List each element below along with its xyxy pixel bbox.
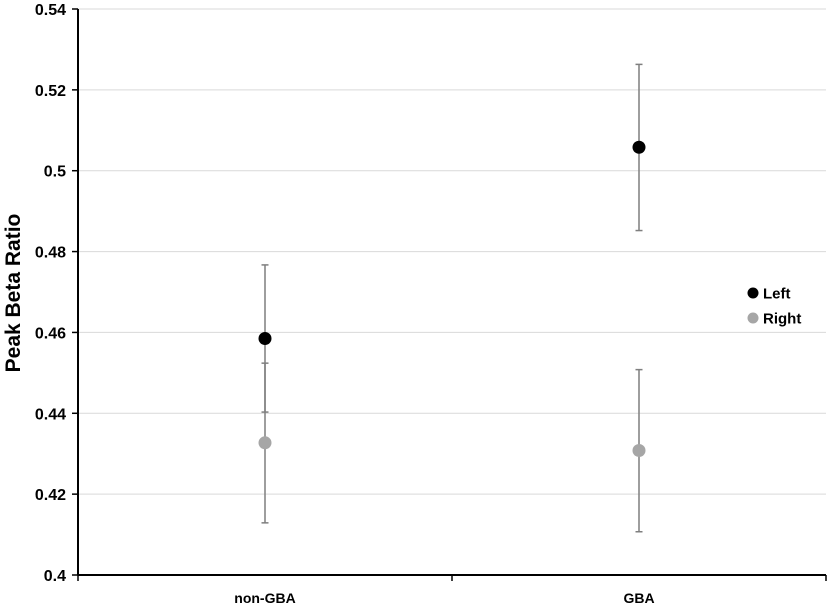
legend-marker [747,287,759,299]
legend-label: Right [763,311,801,328]
data-point [258,331,272,345]
data-point [632,443,646,457]
y-tick-label: 0.4 [44,568,66,585]
error-bars [261,63,643,533]
y-tick-labels: 0.4 0.42 0.44 0.46 0.48 0.5 0.52 0.54 [35,2,78,585]
y-axis-label: Peak Beta Ratio [2,214,25,373]
legend-label: Left [763,286,791,303]
y-tick-label: 0.5 [44,164,66,181]
y-tick-label: 0.48 [35,245,66,262]
y-tick-label: 0.42 [35,487,66,504]
legend-marker [747,312,759,324]
data-point [632,140,646,154]
y-tick-label: 0.44 [35,406,66,423]
y-tick-label: 0.46 [35,325,66,342]
gridlines [78,8,826,495]
y-tick-label: 0.54 [35,2,66,19]
legend: Left Right [747,286,801,328]
x-category-labels: non-GBA GBA [234,590,654,606]
y-tick-label: 0.52 [35,83,66,100]
data-points [258,140,646,457]
data-point [258,436,272,450]
x-category-label: GBA [623,590,654,606]
axes [77,9,827,581]
x-category-label: non-GBA [234,590,295,606]
